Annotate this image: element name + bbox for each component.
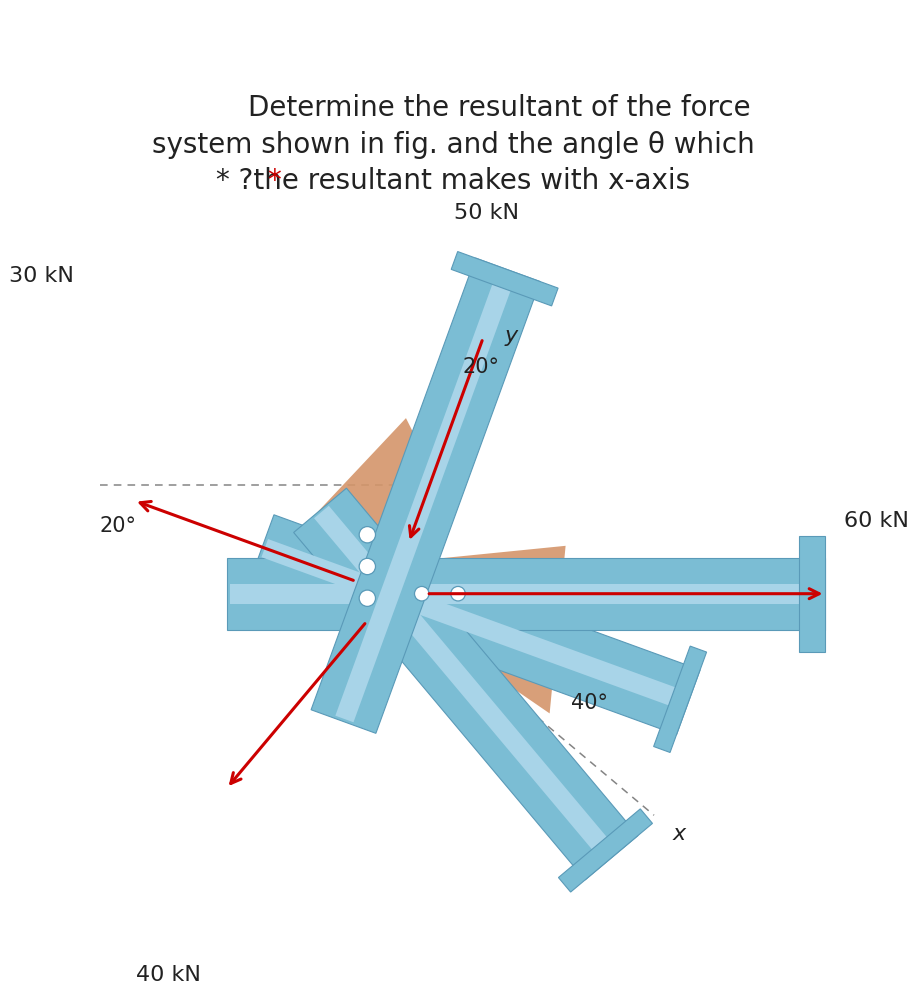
Circle shape (414, 586, 429, 601)
Polygon shape (406, 546, 566, 713)
Polygon shape (294, 488, 638, 880)
Polygon shape (314, 506, 615, 859)
Circle shape (359, 526, 375, 543)
Circle shape (359, 591, 375, 607)
Text: Determine the resultant of the force: Determine the resultant of the force (248, 95, 750, 123)
Polygon shape (654, 646, 707, 752)
Text: 20°: 20° (100, 516, 136, 535)
Circle shape (359, 558, 375, 574)
Text: 20°: 20° (463, 357, 499, 377)
Text: 60 kN: 60 kN (844, 511, 907, 531)
Text: y: y (504, 326, 517, 346)
Polygon shape (451, 252, 558, 306)
Text: 50 kN: 50 kN (454, 203, 519, 222)
Text: *: * (267, 167, 281, 195)
Circle shape (451, 586, 465, 601)
Text: * ?the resultant makes with x-axis: * ?the resultant makes with x-axis (217, 167, 690, 195)
Text: system shown in fig. and the angle θ which: system shown in fig. and the angle θ whi… (152, 131, 755, 159)
Polygon shape (278, 418, 454, 610)
Polygon shape (230, 583, 816, 604)
Polygon shape (799, 536, 825, 652)
Text: 40 kN: 40 kN (136, 965, 201, 985)
Text: 40°: 40° (571, 692, 608, 712)
Polygon shape (250, 515, 700, 734)
Polygon shape (336, 273, 514, 722)
Polygon shape (261, 539, 686, 709)
Polygon shape (311, 258, 541, 733)
Text: x: x (672, 824, 686, 844)
Polygon shape (227, 557, 825, 630)
Text: 30 kN: 30 kN (9, 267, 74, 287)
Polygon shape (559, 809, 652, 892)
